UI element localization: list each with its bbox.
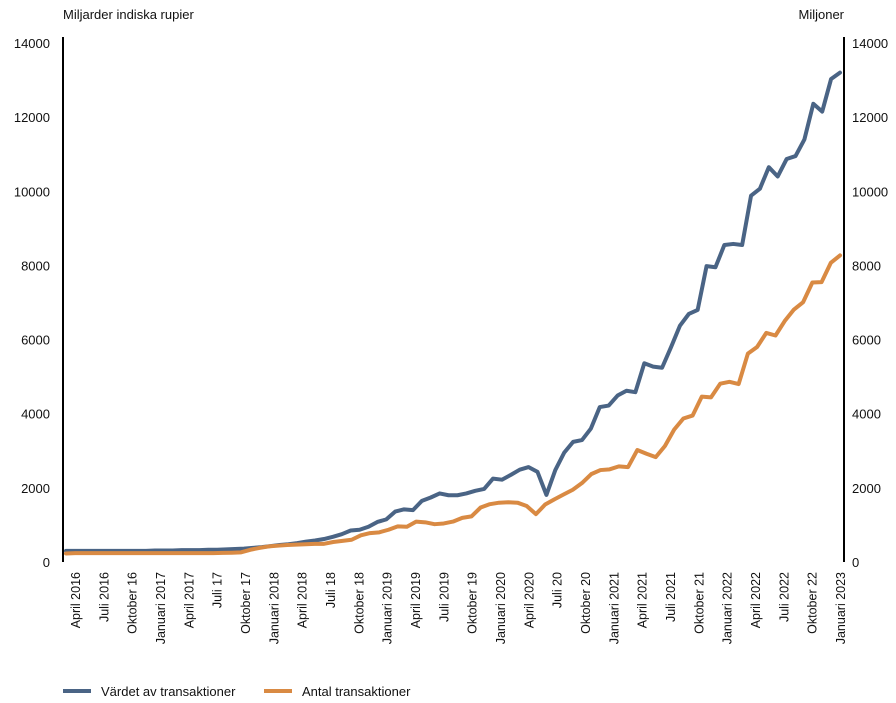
x-tick-label: Juli 2021 (664, 572, 678, 622)
series-lines (64, 70, 842, 556)
y-right-tick-label: 12000 (852, 110, 888, 125)
y-left-tick-label: 8000 (21, 258, 50, 273)
x-tick-label: Oktober 19 (466, 572, 480, 634)
x-tick-label: April 2021 (636, 572, 650, 628)
x-tick-label: Oktober 21 (692, 572, 706, 634)
y-left-tick-label: 2000 (21, 481, 50, 496)
x-tick-label: Oktober 18 (352, 572, 366, 634)
x-tick-label: Oktober 20 (579, 572, 593, 634)
x-tick-label: Juli 17 (211, 572, 225, 608)
x-tick-label: Januari 2022 (721, 572, 735, 644)
x-tick-label: Januari 2017 (154, 572, 168, 644)
series-line-count (64, 253, 842, 556)
series-line-value (64, 70, 842, 553)
y-right-tick-label: 10000 (852, 184, 888, 199)
x-tick-label: April 2017 (182, 572, 196, 628)
x-tick-labels: April 2016 Juli 2016 Oktober 16 Januari 201… (69, 572, 848, 644)
x-tick-label: Oktober 16 (126, 572, 140, 634)
x-tick-label: Juli 2016 (97, 572, 111, 622)
x-tick-label: Oktober 22 (806, 572, 820, 634)
y-right-tick-label: 8000 (852, 258, 881, 273)
x-tick-label: Juli 2022 (777, 572, 791, 622)
y-right-tick-label: 4000 (852, 407, 881, 422)
y-right-axis-title: Miljoner (798, 7, 844, 22)
y-right-tick-label: 0 (852, 555, 859, 570)
x-tick-label: April 2022 (749, 572, 763, 628)
y-left-tick-label: 4000 (21, 407, 50, 422)
x-tick-label: Juli 18 (324, 572, 338, 608)
y-left-tick-label: 14000 (14, 36, 50, 51)
legend: Värdet av transaktioner Antal transaktio… (63, 684, 411, 699)
x-tick-label: Juli 20 (551, 572, 565, 608)
y-left-axis-title: Miljarder indiska rupier (63, 7, 194, 22)
y-left-tick-label: 6000 (21, 333, 50, 348)
y-left-tick-label: 0 (43, 555, 50, 570)
x-tick-label: Januari 2019 (381, 572, 395, 644)
x-tick-label: April 2018 (296, 572, 310, 628)
y-right-tick-label: 14000 (852, 36, 888, 51)
y-right-tick-label: 2000 (852, 481, 881, 496)
x-tick-label: April 2016 (69, 572, 83, 628)
y-right-tick-label: 6000 (852, 333, 881, 348)
x-tick-label: Januari 2021 (607, 572, 621, 644)
x-tick-label: Januari 2023 (834, 572, 848, 644)
x-tick-label: Januari 2018 (267, 572, 281, 644)
x-tick-label: Oktober 17 (239, 572, 253, 634)
y-right-tick-labels: 0 2000 4000 6000 8000 10000 12000 14000 (852, 36, 888, 570)
y-left-tick-label: 10000 (14, 184, 50, 199)
x-tick-label: Januari 2020 (494, 572, 508, 644)
legend-label-count: Antal transaktioner (302, 684, 411, 699)
x-tick-label: April 2020 (522, 572, 536, 628)
y-left-tick-labels: 0 2000 4000 6000 8000 10000 12000 14000 (14, 36, 50, 570)
x-tick-label: April 2019 (409, 572, 423, 628)
legend-label-value: Värdet av transaktioner (101, 684, 236, 699)
x-tick-label: Juli 2019 (437, 572, 451, 622)
y-left-tick-label: 12000 (14, 110, 50, 125)
